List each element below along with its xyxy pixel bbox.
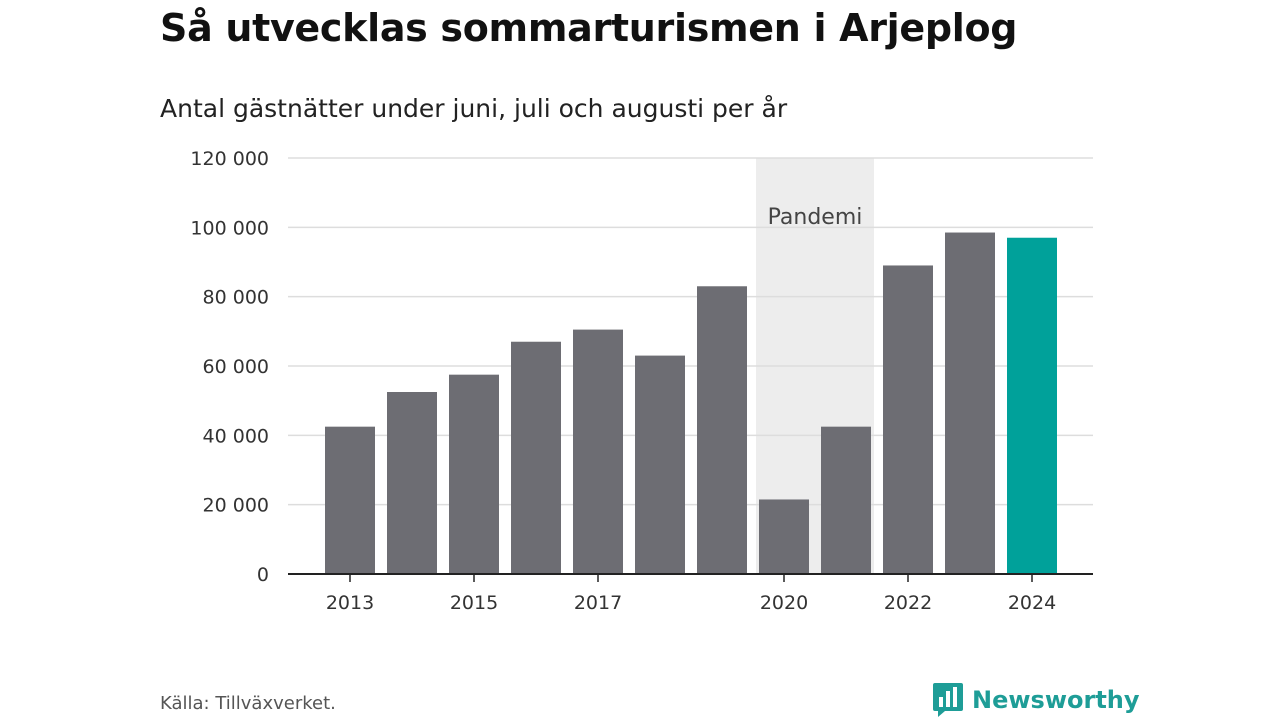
x-tick-label: 2017: [574, 592, 622, 614]
source-note: Källa: Tillväxverket.: [160, 693, 336, 714]
chart-subtitle: Antal gästnätter under juni, juli och au…: [160, 94, 788, 123]
bars: [325, 232, 1057, 575]
bar-2024: [1007, 237, 1057, 574]
bar-2021: [821, 426, 871, 574]
bar-2015: [449, 374, 499, 574]
x-tick-label: 2015: [450, 592, 498, 614]
brand-logo: Newsworthy: [932, 682, 1140, 718]
y-tick-label: 40 000: [203, 425, 269, 447]
y-tick-label: 0: [257, 564, 269, 586]
x-tick-label: 2020: [760, 592, 808, 614]
x-tick-label: 2022: [884, 592, 932, 614]
brand-name: Newsworthy: [972, 686, 1140, 714]
bar-2016: [511, 341, 561, 574]
bar-2023: [945, 232, 995, 575]
bar-2014: [387, 392, 437, 574]
chart-title: Så utvecklas sommarturismen i Arjeplog: [160, 6, 1018, 50]
axes: 2013 2015 2017 2020 2022 2024: [288, 573, 1093, 614]
bar-2018: [635, 355, 685, 574]
x-tick-label: 2013: [326, 592, 374, 614]
bar-2013: [325, 426, 375, 574]
y-tick-label: 20 000: [203, 495, 269, 517]
bar-chart: Pandemi 0 20 000 40 000 60 000 80 000 100 000…: [190, 148, 1093, 614]
bar-2020: [759, 499, 809, 574]
y-tick-label: 80 000: [203, 287, 269, 309]
bar-2019: [697, 286, 747, 574]
bar-2022: [883, 265, 933, 574]
y-tick-label: 60 000: [203, 356, 269, 378]
pandemic-label: Pandemi: [768, 205, 863, 230]
newsworthy-logo-icon: [933, 683, 963, 717]
x-tick-label: 2024: [1008, 592, 1056, 614]
y-tick-label: 100 000: [190, 217, 269, 239]
y-tick-label: 120 000: [190, 148, 269, 170]
bar-2017: [573, 329, 623, 574]
